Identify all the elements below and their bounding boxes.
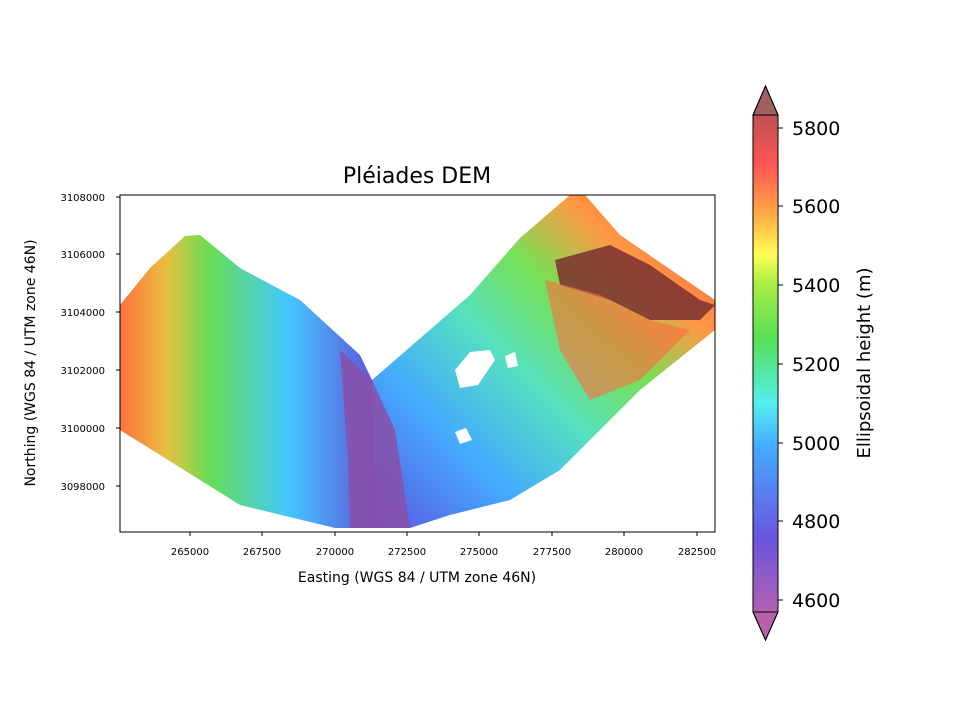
x-tick-label: 267500 — [243, 547, 281, 558]
colorbar-tick: 5600 — [778, 196, 840, 218]
dem-nodata-patch-2 — [505, 352, 518, 368]
y-tick: 3102000 — [60, 366, 120, 377]
colorbar-tick: 5000 — [778, 433, 840, 455]
x-tick-label: 275000 — [460, 547, 498, 558]
colorbar-tick: 4800 — [778, 511, 840, 533]
y-tick-label: 3098000 — [60, 482, 105, 493]
y-axis-label: Northing (WGS 84 / UTM zone 46N) — [23, 239, 39, 486]
colorbar-label: Ellipsoidal height (m) — [854, 267, 875, 458]
colorbar-gradient — [753, 115, 778, 612]
dem-west-block — [120, 235, 378, 528]
colorbar-tick: 4600 — [778, 590, 840, 612]
x-tick-label: 265000 — [171, 547, 209, 558]
colorbar-tick-label: 5200 — [792, 354, 840, 376]
chart-title: Pléiades DEM — [343, 164, 491, 189]
x-tick: 277500 — [533, 532, 571, 558]
x-tick: 280000 — [605, 532, 643, 558]
y-tick-label: 3108000 — [60, 193, 105, 204]
colorbar-extend-low — [752, 611, 779, 642]
colorbar-tick-label: 5800 — [792, 118, 840, 140]
colorbar-tick: 5800 — [778, 118, 840, 140]
x-tick-label: 270000 — [316, 547, 354, 558]
x-tick-label: 282500 — [678, 547, 716, 558]
dem-ridge-glow — [545, 280, 690, 400]
y-tick-label: 3104000 — [60, 308, 105, 319]
colorbar-tick-label: 4600 — [792, 590, 840, 612]
colorbar-tick-label: 5000 — [792, 433, 840, 455]
colorbar-tick-label: 5400 — [792, 275, 840, 297]
colorbar-tick-label: 4800 — [792, 511, 840, 533]
dem-nodata-patch — [455, 350, 495, 388]
colorbar: 4600 4800 5000 5200 5400 5600 5800 Ellip… — [752, 84, 875, 642]
y-tick: 3100000 — [60, 424, 120, 435]
x-tick: 275000 — [460, 532, 498, 558]
colorbar-tick: 5400 — [778, 275, 840, 297]
dem-high-ridge — [555, 245, 715, 320]
y-axis: 3098000 3100000 3102000 3104000 3106000 … — [23, 193, 120, 493]
dem-valley-floor — [340, 350, 410, 528]
colorbar-tick-label: 5600 — [792, 196, 840, 218]
dem-map — [120, 195, 715, 528]
x-tick: 272500 — [388, 532, 426, 558]
axes-frame — [119, 194, 716, 533]
y-tick-label: 3102000 — [60, 366, 105, 377]
x-tick: 270000 — [316, 532, 354, 558]
x-tick-label: 277500 — [533, 547, 571, 558]
y-tick: 3098000 — [60, 482, 120, 493]
y-tick-label: 3100000 — [60, 424, 105, 435]
x-tick: 282500 — [678, 532, 716, 558]
colorbar-tick: 5200 — [778, 354, 840, 376]
colorbar-extend-high — [752, 84, 779, 116]
x-tick-label: 272500 — [388, 547, 426, 558]
x-tick: 265000 — [171, 532, 209, 558]
x-tick-label: 280000 — [605, 547, 643, 558]
x-axis: 265000 267500 270000 272500 275000 27750… — [171, 532, 716, 586]
y-tick: 3104000 — [60, 308, 120, 319]
y-tick: 3108000 — [60, 193, 120, 204]
dem-nodata-patch-3 — [455, 428, 472, 444]
colorbar-outline — [752, 84, 779, 642]
x-tick: 267500 — [243, 532, 281, 558]
x-axis-label: Easting (WGS 84 / UTM zone 46N) — [298, 570, 536, 586]
y-tick: 3106000 — [60, 250, 120, 261]
y-tick-label: 3106000 — [60, 250, 105, 261]
dem-east-block — [372, 195, 715, 528]
